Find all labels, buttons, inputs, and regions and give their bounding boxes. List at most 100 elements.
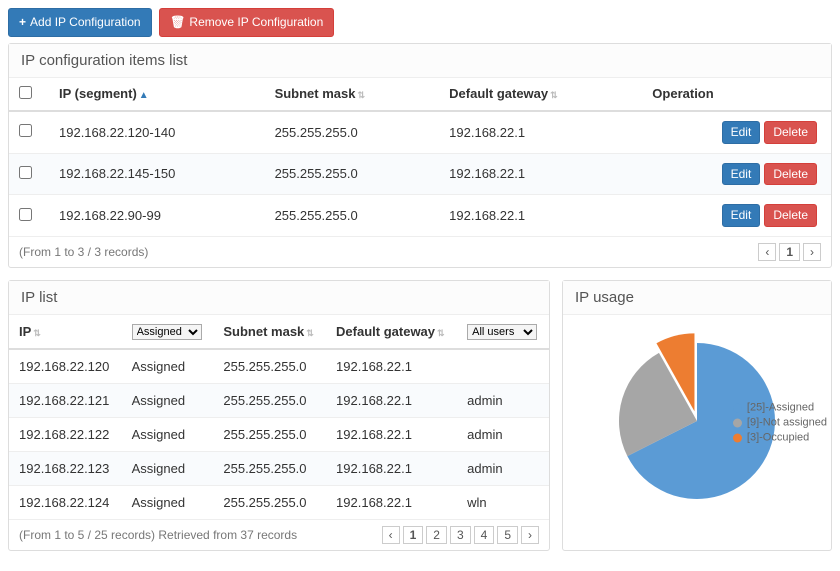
sort-asc-icon: ▲ (139, 90, 149, 101)
user-filter-select[interactable]: All users (467, 324, 537, 340)
pager-page[interactable]: 4 (474, 526, 495, 544)
cell-user: admin (457, 418, 549, 452)
col-subnet-mask[interactable]: Subnet mask⇅ (265, 78, 440, 111)
pager-page[interactable]: 5 (497, 526, 518, 544)
sort-icon: ⇅ (33, 328, 41, 338)
row-checkbox[interactable] (19, 208, 32, 221)
cell-default-gateway: 192.168.22.1 (439, 111, 642, 153)
legend-swatch (733, 403, 742, 412)
delete-button[interactable]: Delete (764, 121, 817, 144)
sort-icon: ⇅ (357, 90, 365, 100)
cell-subnet-mask: 255.255.255.0 (213, 486, 326, 520)
cell-default-gateway: 192.168.22.1 (326, 349, 457, 384)
add-ip-config-button[interactable]: + Add IP Configuration (8, 8, 152, 37)
col-ip-segment[interactable]: IP (segment)▲ (49, 78, 265, 111)
cell-status: Assigned (122, 418, 214, 452)
legend-label: [25]-Assigned (747, 402, 814, 414)
ip-config-pager: ‹1› (758, 243, 821, 261)
cell-status: Assigned (122, 384, 214, 418)
cell-subnet-mask: 255.255.255.0 (265, 153, 440, 195)
pager-page[interactable]: 1 (403, 526, 424, 544)
cell-ip: 192.168.22.123 (9, 452, 122, 486)
edit-button[interactable]: Edit (722, 121, 761, 144)
cell-ip-segment: 192.168.22.120-140 (49, 111, 265, 153)
table-row: 192.168.22.145-150255.255.255.0192.168.2… (9, 153, 831, 195)
col-user-filter: All users (457, 315, 549, 349)
cell-user: wln (457, 486, 549, 520)
sort-icon: ⇅ (437, 328, 445, 338)
delete-button[interactable]: Delete (764, 163, 817, 186)
cell-subnet-mask: 255.255.255.0 (213, 384, 326, 418)
col-subnet-mask[interactable]: Subnet mask⇅ (213, 315, 326, 349)
delete-button[interactable]: Delete (764, 204, 817, 227)
ip-config-panel: IP configuration items list IP (segment)… (8, 43, 832, 268)
plus-icon: + (19, 15, 26, 29)
cell-ip: 192.168.22.120 (9, 349, 122, 384)
remove-ip-config-button[interactable]: 🗑 Remove IP Configuration (159, 8, 334, 37)
cell-user (457, 349, 549, 384)
cell-ip: 192.168.22.124 (9, 486, 122, 520)
pager-page[interactable]: 1 (779, 243, 800, 261)
add-ip-config-label: Add IP Configuration (30, 15, 141, 29)
ip-list-pager: ‹12345› (382, 526, 539, 544)
legend-swatch (733, 433, 742, 442)
cell-subnet-mask: 255.255.255.0 (265, 111, 440, 153)
col-ip[interactable]: IP⇅ (9, 315, 122, 349)
ip-list-title: IP list (9, 281, 549, 315)
trash-icon: 🗑 (170, 15, 185, 29)
cell-default-gateway: 192.168.22.1 (326, 384, 457, 418)
cell-ip: 192.168.22.121 (9, 384, 122, 418)
cell-status: Assigned (122, 349, 214, 384)
ip-config-table: IP (segment)▲ Subnet mask⇅ Default gatew… (9, 78, 831, 236)
cell-subnet-mask: 255.255.255.0 (265, 195, 440, 236)
cell-default-gateway: 192.168.22.1 (439, 195, 642, 236)
legend-swatch (733, 418, 742, 427)
cell-ip: 192.168.22.122 (9, 418, 122, 452)
col-operation: Operation (642, 78, 831, 111)
legend-label: [3]-Occupied (747, 432, 809, 444)
ip-list-table: IP⇅ Assigned Subnet mask⇅ Default gatewa… (9, 315, 549, 519)
remove-ip-config-label: Remove IP Configuration (189, 15, 323, 29)
legend-item: [25]-Assigned (733, 402, 827, 414)
table-row: 192.168.22.120-140255.255.255.0192.168.2… (9, 111, 831, 153)
ip-config-footer: (From 1 to 3 / 3 records) (19, 245, 148, 259)
ip-usage-panel: IP usage [25]-Assigned [9]-Not assigned [3… (562, 280, 832, 551)
sort-icon: ⇅ (306, 328, 314, 338)
table-row: 192.168.22.120Assigned255.255.255.0192.1… (9, 349, 549, 384)
cell-user: admin (457, 384, 549, 418)
row-checkbox[interactable] (19, 124, 32, 137)
ip-usage-title: IP usage (563, 281, 831, 315)
col-status-filter: Assigned (122, 315, 214, 349)
table-row: 192.168.22.121Assigned255.255.255.0192.1… (9, 384, 549, 418)
cell-default-gateway: 192.168.22.1 (439, 153, 642, 195)
pager-prev[interactable]: ‹ (382, 526, 400, 544)
cell-subnet-mask: 255.255.255.0 (213, 418, 326, 452)
ip-usage-legend: [25]-Assigned [9]-Not assigned [3]-Occupie… (733, 402, 827, 447)
sort-icon: ⇅ (550, 90, 558, 100)
cell-status: Assigned (122, 452, 214, 486)
cell-default-gateway: 192.168.22.1 (326, 452, 457, 486)
select-all-checkbox[interactable] (19, 86, 32, 99)
row-checkbox[interactable] (19, 166, 32, 179)
cell-subnet-mask: 255.255.255.0 (213, 452, 326, 486)
pager-page[interactable]: 3 (450, 526, 471, 544)
cell-default-gateway: 192.168.22.1 (326, 486, 457, 520)
legend-label: [9]-Not assigned (747, 417, 827, 429)
assigned-filter-select[interactable]: Assigned (132, 324, 202, 340)
pager-next[interactable]: › (803, 243, 821, 261)
cell-status: Assigned (122, 486, 214, 520)
edit-button[interactable]: Edit (722, 163, 761, 186)
legend-item: [3]-Occupied (733, 432, 827, 444)
cell-subnet-mask: 255.255.255.0 (213, 349, 326, 384)
table-row: 192.168.22.124Assigned255.255.255.0192.1… (9, 486, 549, 520)
cell-user: admin (457, 452, 549, 486)
table-row: 192.168.22.90-99255.255.255.0192.168.22.… (9, 195, 831, 236)
col-default-gateway[interactable]: Default gateway⇅ (439, 78, 642, 111)
pager-prev[interactable]: ‹ (758, 243, 776, 261)
edit-button[interactable]: Edit (722, 204, 761, 227)
pager-next[interactable]: › (521, 526, 539, 544)
legend-item: [9]-Not assigned (733, 417, 827, 429)
ip-config-title: IP configuration items list (9, 44, 831, 78)
pager-page[interactable]: 2 (426, 526, 447, 544)
col-default-gateway[interactable]: Default gateway⇅ (326, 315, 457, 349)
